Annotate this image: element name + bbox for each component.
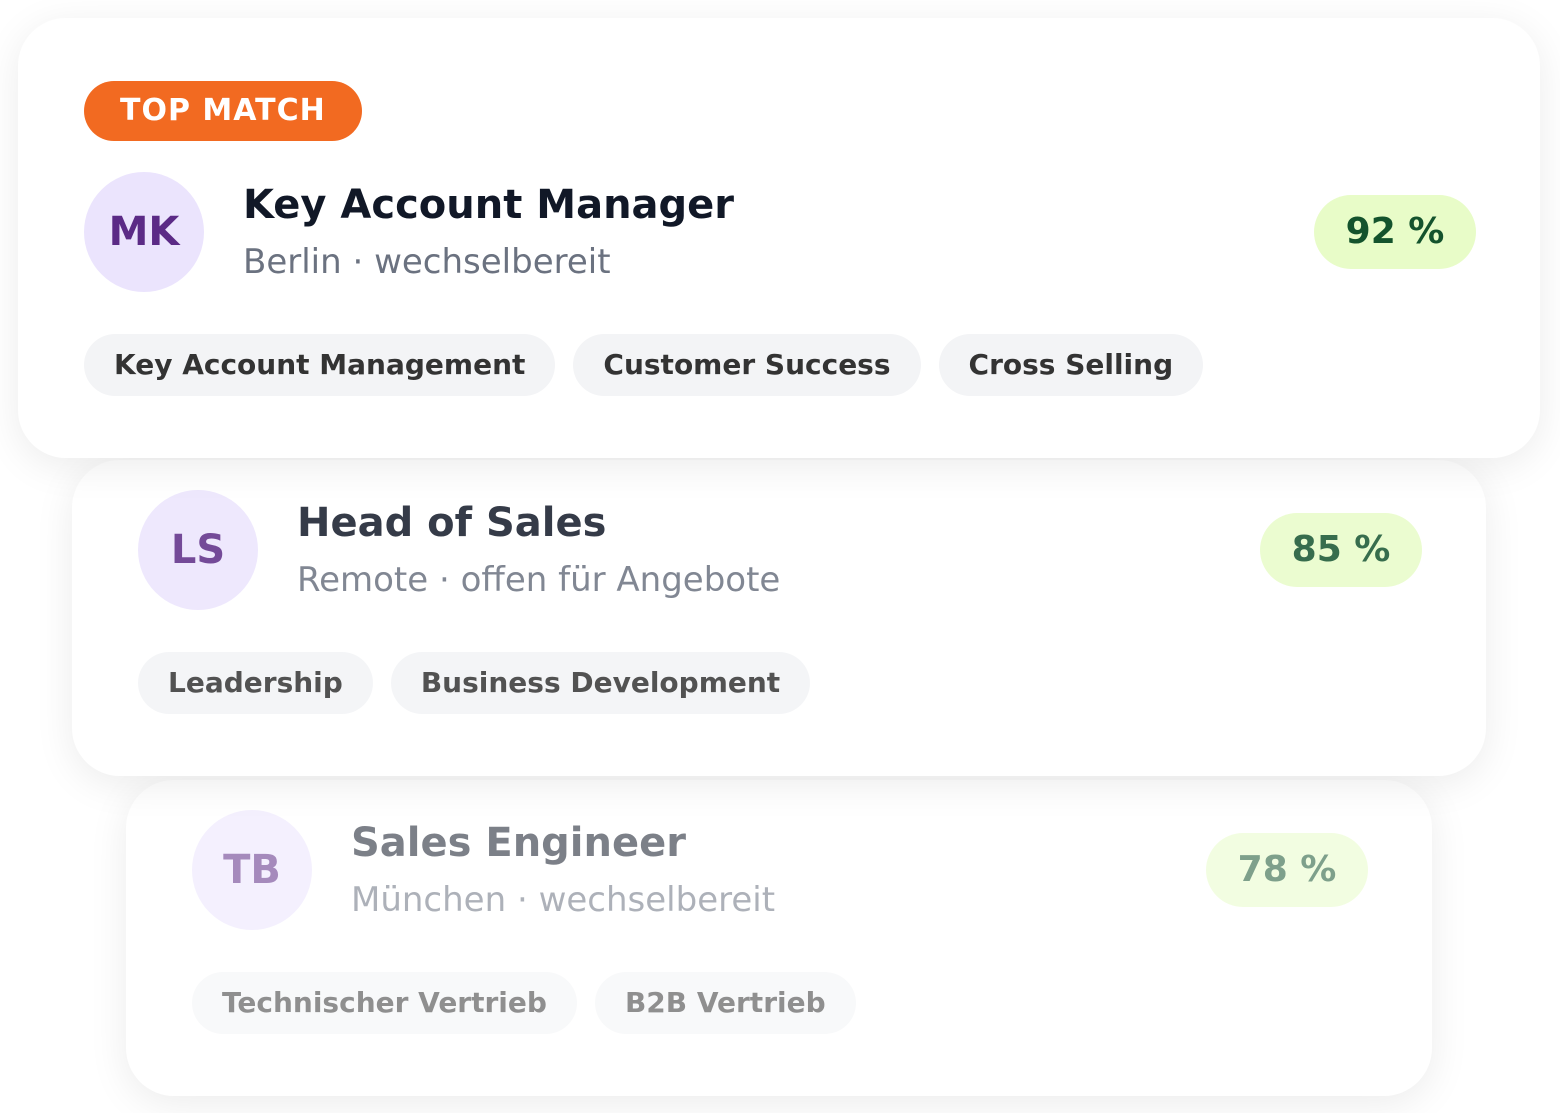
tag-list: Leadership Business Development	[138, 652, 811, 714]
match-score: 78 %	[1206, 833, 1368, 907]
candidate-title: Key Account Manager	[243, 182, 735, 228]
skill-tag: Key Account Management	[84, 334, 556, 396]
tag-list: Technischer Vertrieb B2B Vertrieb	[192, 972, 856, 1034]
top-match-badge: TOP MATCH	[84, 81, 362, 141]
candidate-card: TOP MATCH MK Key Account Manager Berlin · w…	[18, 18, 1540, 458]
tag-list: Key Account Management Customer Success Cr…	[84, 334, 1204, 396]
match-score: 92 %	[1314, 195, 1476, 269]
candidate-card: TB Sales Engineer München · wechselbereit 7…	[126, 780, 1432, 1096]
skill-tag: Cross Selling	[938, 334, 1204, 396]
skill-tag: Business Development	[390, 652, 811, 714]
candidate-subtitle: Remote · offen für Angebote	[297, 560, 781, 600]
candidate-card: LS Head of Sales Remote · offen für Angebo…	[72, 460, 1486, 776]
avatar: TB	[192, 810, 312, 930]
skill-tag: B2B Vertrieb	[594, 972, 856, 1034]
skill-tag: Technischer Vertrieb	[192, 972, 577, 1034]
avatar: LS	[138, 490, 258, 610]
skill-tag: Customer Success	[573, 334, 921, 396]
candidate-title: Head of Sales	[297, 500, 607, 546]
candidate-subtitle: München · wechselbereit	[351, 880, 776, 920]
match-score: 85 %	[1260, 513, 1422, 587]
candidate-subtitle: Berlin · wechselbereit	[243, 242, 611, 282]
skill-tag: Leadership	[138, 652, 373, 714]
avatar: MK	[84, 172, 204, 292]
candidate-title: Sales Engineer	[351, 820, 686, 866]
